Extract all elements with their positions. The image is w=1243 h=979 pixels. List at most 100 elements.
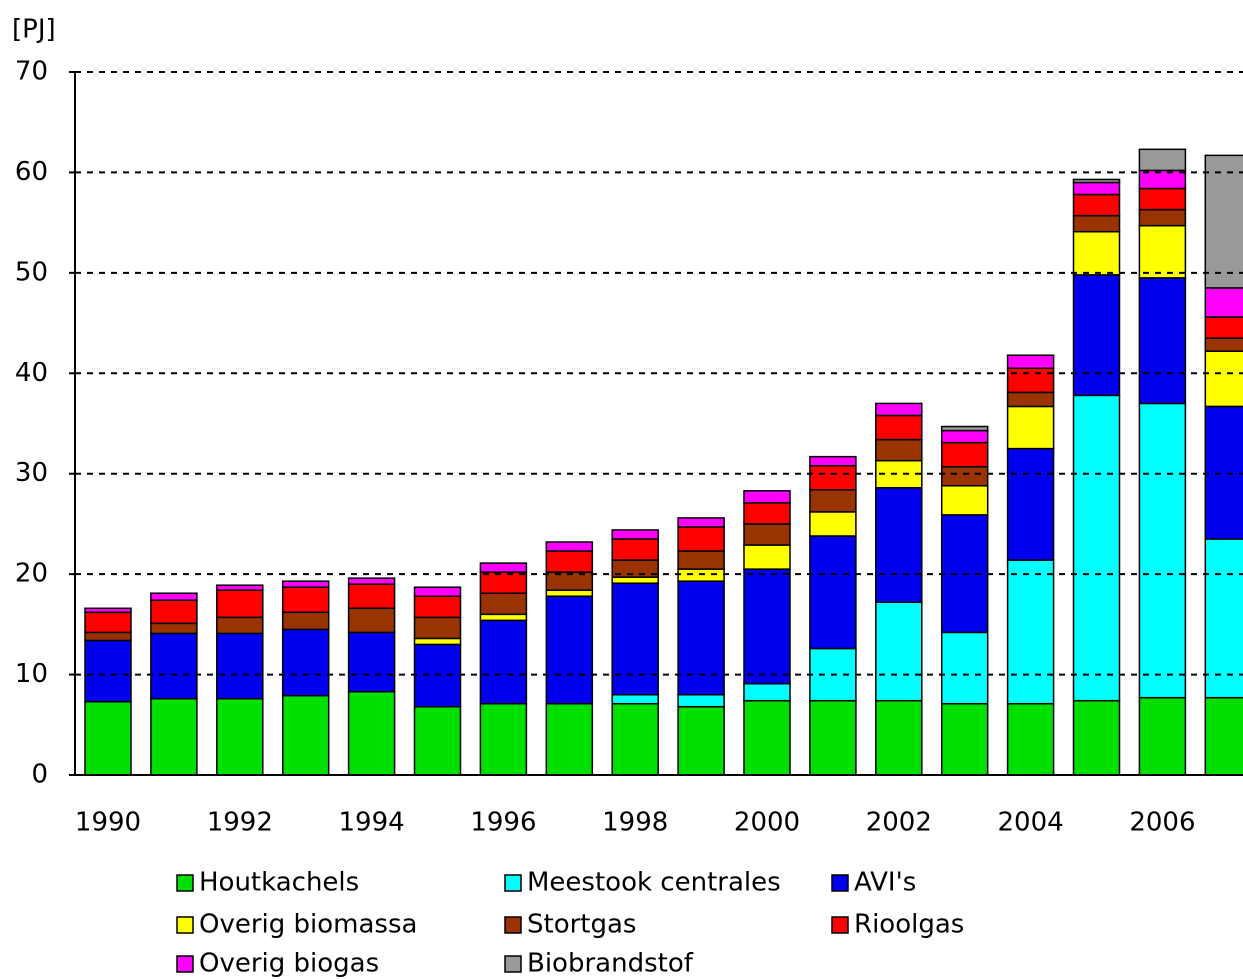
bar-segment (479, 592, 528, 616)
x-tick-label: 2006 (1129, 808, 1195, 838)
bar-segment (84, 611, 132, 634)
y-axis-label: [PJ] (12, 15, 56, 45)
legend-swatch (831, 874, 849, 892)
bar-segment (1072, 274, 1121, 397)
bar-segment (611, 582, 659, 696)
bar-segment (84, 700, 132, 776)
bar-segment (1072, 214, 1121, 233)
bar-segment (150, 622, 198, 635)
y-tick-label: 60 (15, 157, 48, 187)
bar-segment (940, 631, 989, 705)
bar-segment (479, 619, 528, 705)
bar-segment (1204, 287, 1243, 318)
bar-segment (1138, 187, 1187, 211)
x-tick-label: 2002 (866, 808, 932, 838)
y-tick-label: 0 (31, 760, 48, 790)
bar-segment (875, 459, 923, 489)
bar-segment (150, 632, 198, 700)
bar-segment (1204, 154, 1243, 289)
bar-segment (940, 425, 989, 432)
bar-segment (743, 502, 791, 525)
bar-segment (347, 577, 396, 585)
bar-segment (84, 639, 132, 703)
bar-segment (875, 487, 923, 604)
bar-segment (1006, 367, 1055, 394)
bar-segment (216, 616, 264, 635)
bar-segment (413, 595, 462, 619)
bar-segment (1006, 559, 1055, 705)
bar-segment (677, 550, 725, 570)
bar-segment (84, 631, 132, 642)
x-tick-label: 2004 (998, 808, 1064, 838)
legend-label: Biobrandstof (527, 949, 694, 979)
bar-segment (1138, 696, 1187, 776)
bar-segment (150, 592, 198, 602)
bar-segment (216, 697, 264, 776)
bar-segment (809, 464, 857, 491)
bar-segment (150, 599, 198, 625)
bar-segment (216, 589, 264, 619)
bar-segment (677, 526, 725, 552)
legend-swatch (504, 874, 522, 892)
bar-segment (1072, 699, 1121, 776)
bar-segment (281, 586, 330, 614)
bar-segment (743, 490, 791, 504)
bar-segment (940, 441, 989, 468)
legend-swatch (831, 916, 849, 934)
bar-segment (1006, 391, 1055, 408)
bar-segment (84, 607, 132, 614)
bar-segment (545, 595, 594, 705)
bar-segment (1072, 181, 1121, 196)
bar-segment (216, 584, 264, 591)
bar-segment (1138, 148, 1187, 172)
bar-segment (1072, 193, 1121, 217)
bar-segment (940, 465, 989, 487)
bar-segment (281, 580, 330, 588)
bar-segment (677, 693, 725, 708)
bar-segment (413, 616, 462, 640)
bar-segment (875, 601, 923, 702)
x-tick-label: 1990 (75, 808, 141, 838)
x-tick-label: 2000 (734, 808, 800, 838)
bar-segment (611, 538, 659, 561)
bar-segment (413, 637, 462, 646)
bar-segment (216, 632, 264, 700)
bar-segment (743, 682, 791, 702)
bar-segment (1138, 208, 1187, 227)
bar-segment (281, 694, 330, 776)
bar-segment (347, 690, 396, 776)
bar-segment (479, 571, 528, 594)
bar-segment (347, 631, 396, 693)
bar-segment (1204, 337, 1243, 352)
bar-segment (809, 511, 857, 537)
bar-segment (809, 699, 857, 776)
y-tick-label: 50 (15, 257, 48, 287)
bar-segment (545, 589, 594, 597)
bar-segment (809, 535, 857, 650)
bar-segment (940, 485, 989, 516)
bar-segment (1204, 316, 1243, 339)
y-tick-label: 40 (15, 358, 48, 388)
bar-segment (347, 583, 396, 610)
x-tick-label: 1996 (470, 808, 536, 838)
legend-swatch (176, 916, 194, 934)
bar-segment (413, 705, 462, 776)
bar-segment (611, 693, 659, 705)
bar-segment (150, 697, 198, 776)
legend-swatch (176, 955, 194, 973)
legend-label: AVI's (854, 868, 916, 898)
bar-segment (677, 517, 725, 528)
x-tick-label: 1994 (339, 808, 405, 838)
legend-label: Overig biomassa (199, 910, 417, 940)
bar-segment (1138, 277, 1187, 405)
bar-segment (1006, 354, 1055, 370)
bar-segment (1006, 405, 1055, 450)
y-tick-label: 70 (15, 57, 48, 87)
bar-segment (1204, 538, 1243, 699)
legend-swatch (504, 955, 522, 973)
bar-segment (1072, 178, 1121, 184)
y-tick-label: 30 (15, 458, 48, 488)
bar-segment (940, 702, 989, 776)
legend-label: Stortgas (527, 910, 636, 940)
